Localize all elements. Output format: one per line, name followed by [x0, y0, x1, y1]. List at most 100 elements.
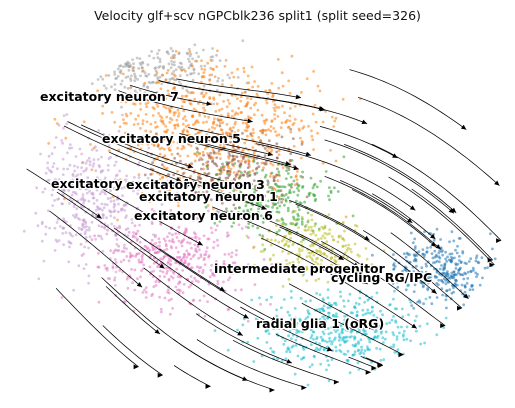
cell-point [202, 95, 205, 99]
cell-point [293, 118, 297, 121]
cell-point [116, 218, 119, 222]
cell-point [236, 76, 240, 79]
cell-point [187, 123, 190, 127]
cell-point [222, 187, 226, 191]
cell-point [216, 244, 220, 247]
cell-point [333, 258, 336, 262]
cell-point [284, 193, 288, 196]
cell-point [252, 157, 256, 161]
velocity-streamline [187, 180, 267, 210]
cell-point [287, 79, 291, 83]
cell-point [334, 116, 338, 120]
cell-point [192, 123, 195, 127]
cell-point [131, 66, 135, 70]
cell-point [109, 155, 112, 159]
cell-point [272, 179, 276, 183]
cell-point [136, 122, 140, 126]
cell-point [216, 79, 220, 83]
cell-point [197, 269, 201, 273]
cell-point [231, 159, 234, 162]
cell-point [281, 325, 285, 328]
cell-point [277, 106, 281, 109]
cell-point [190, 162, 194, 166]
cell-point [219, 169, 223, 173]
cell-point [273, 103, 277, 107]
cell-point [207, 128, 211, 132]
cell-point [290, 159, 294, 162]
cell-point [343, 275, 347, 278]
cell-point [194, 133, 198, 137]
velocity-streamline [143, 267, 243, 336]
cell-point [342, 155, 346, 159]
cell-point [317, 228, 321, 232]
cell-point [236, 186, 240, 190]
cell-point [132, 62, 136, 66]
cell-point [215, 53, 218, 57]
cell-point [429, 245, 433, 249]
cell-point [74, 214, 78, 218]
cell-point [115, 242, 119, 246]
cell-point [102, 191, 106, 194]
cell-point [452, 276, 456, 279]
cell-point [117, 202, 120, 206]
velocity-arrowhead [496, 238, 502, 243]
cell-point [384, 330, 388, 334]
cell-point [432, 238, 436, 242]
cell-point [326, 359, 330, 362]
cell-point [231, 272, 235, 275]
cell-point [299, 240, 303, 244]
cell-point [191, 114, 195, 118]
cell-point [439, 238, 442, 241]
cell-point [159, 87, 163, 91]
cell-point [321, 339, 324, 342]
cell-point [156, 76, 160, 79]
cell-point [69, 185, 73, 189]
cell-point [156, 52, 159, 56]
cell-point [327, 186, 331, 190]
cell-point [318, 89, 322, 93]
cell-point [125, 255, 129, 258]
cell-point [169, 117, 172, 120]
cell-point [100, 190, 104, 194]
cell-point [71, 184, 75, 187]
cell-point [122, 246, 126, 250]
velocity-streamline [159, 248, 226, 292]
cell-point [334, 330, 338, 334]
cell-point [166, 269, 169, 273]
cell-point [290, 323, 294, 326]
cell-point [237, 106, 241, 110]
cell-point [95, 188, 99, 192]
cell-point [275, 206, 279, 210]
cell-point [202, 234, 206, 238]
cell-point [322, 304, 326, 308]
cell-point [170, 63, 174, 66]
cluster-label: excitatory neuron 6 [134, 208, 273, 223]
cell-point [338, 349, 342, 352]
cell-point [157, 48, 161, 52]
cell-point [216, 279, 220, 283]
cell-point [105, 187, 108, 190]
cell-point [281, 84, 285, 88]
velocity-arrowhead [286, 359, 292, 364]
cell-point [265, 341, 269, 344]
cell-point [144, 129, 148, 133]
cell-point [199, 253, 203, 256]
cell-point [223, 135, 227, 139]
velocity-streamline [114, 227, 249, 319]
cell-point [248, 183, 252, 186]
cell-point [166, 235, 169, 239]
cell-point [113, 83, 117, 86]
cell-point [452, 270, 456, 274]
cell-point [261, 168, 264, 172]
cell-point [209, 226, 213, 230]
cell-point [250, 134, 254, 138]
cell-point [168, 189, 172, 193]
cell-point [177, 204, 180, 208]
cell-point [101, 104, 105, 108]
velocity-streamline [388, 176, 495, 266]
cell-point [136, 192, 140, 196]
cell-point [218, 124, 222, 128]
cell-point [398, 331, 401, 335]
cell-point [202, 258, 206, 262]
cell-point [274, 262, 278, 265]
